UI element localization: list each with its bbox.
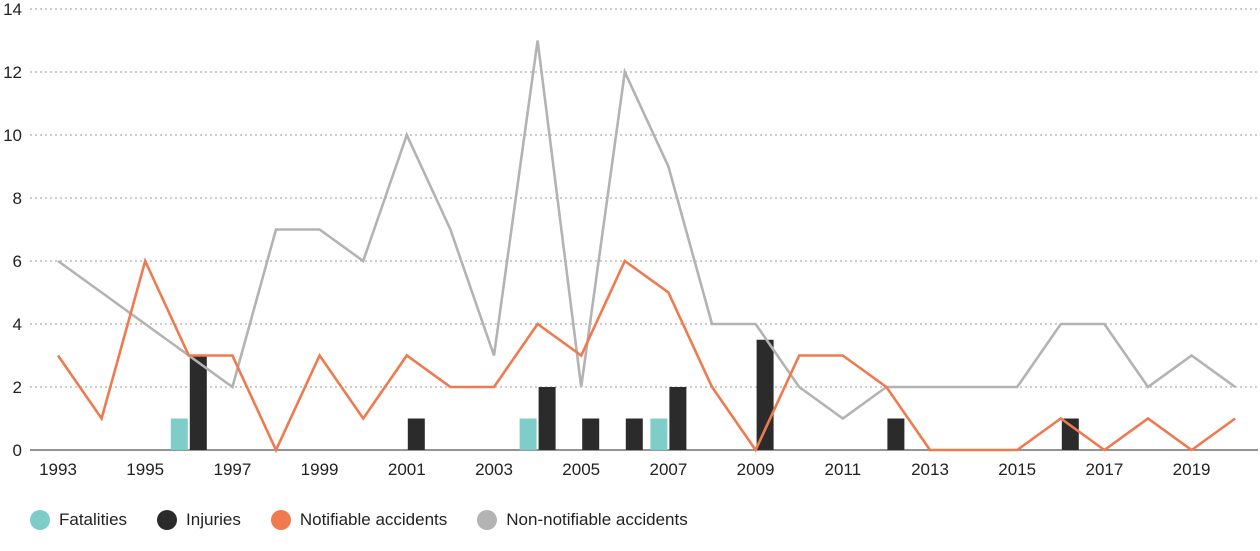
- line-series: [56, 40, 1236, 454]
- bar-injuries: [1061, 418, 1079, 450]
- bar-series: [170, 339, 1079, 450]
- x-tick-label: 2003: [475, 460, 513, 479]
- y-tick-label: 2: [13, 378, 22, 397]
- legend-label-notifiable-accidents: Notifiable accidents: [299, 510, 448, 529]
- y-tick-label: 10: [3, 126, 22, 145]
- legend-label-non-notifiable-accidents: Non-notifiable accidents: [506, 510, 688, 529]
- bar-fatalities: [650, 418, 668, 450]
- x-tick-label: 2009: [737, 460, 775, 479]
- gridlines: [30, 8, 1258, 451]
- bar-injuries: [887, 418, 905, 450]
- bar-injuries: [756, 339, 774, 450]
- bar-fatalities: [519, 418, 537, 450]
- y-tick-label: 4: [13, 315, 22, 334]
- x-tick-label: 2011: [825, 460, 862, 479]
- legend-swatch-non-notifiable-accidents: [477, 510, 498, 530]
- y-tick-label: 12: [3, 63, 22, 82]
- bar-injuries: [625, 418, 643, 450]
- legend-swatch-fatalities: [30, 510, 50, 530]
- bar-injuries: [189, 355, 207, 450]
- x-tick-label: 2005: [562, 460, 600, 479]
- bar-fatalities: [170, 418, 188, 450]
- x-tick-label: 1997: [213, 460, 251, 479]
- legend: Fatalities Injuries Notifiable accidents…: [30, 510, 718, 530]
- x-tick-label: 1995: [126, 460, 164, 479]
- x-tick-label: 2015: [998, 460, 1036, 479]
- bar-injuries: [407, 418, 425, 450]
- line-non-notifiable-accidents: [57, 40, 1236, 421]
- legend-item-notifiable-accidents: Notifiable accidents: [270, 510, 448, 530]
- x-tick-label: 2001: [388, 460, 426, 479]
- bar-injuries: [538, 387, 556, 450]
- x-tick-label: 2013: [911, 460, 949, 479]
- legend-label-injuries: Injuries: [186, 510, 241, 529]
- y-axis-tick-labels: 0 2 4 6 8 10 12 14: [3, 0, 22, 460]
- legend-swatch-notifiable-accidents: [270, 510, 291, 530]
- x-tick-label: 1999: [301, 460, 339, 479]
- legend-item-non-notifiable-accidents: Non-notifiable accidents: [477, 510, 688, 530]
- bar-injuries: [582, 418, 600, 450]
- legend-swatch-injuries: [157, 510, 178, 530]
- x-tick-label: 1993: [39, 460, 77, 479]
- x-tick-label: 2017: [1085, 460, 1123, 479]
- bar-injuries: [669, 387, 687, 450]
- x-tick-label: 2019: [1173, 460, 1211, 479]
- y-tick-label: 0: [13, 441, 22, 460]
- legend-label-fatalities: Fatalities: [59, 510, 128, 529]
- legend-item-injuries: Injuries: [157, 510, 241, 530]
- y-tick-label: 14: [3, 0, 22, 19]
- accidents-chart: 0 2 4 6 8 10 12 14 1993 1995 1997 1999 2001 2003 2005…: [3, 0, 1258, 479]
- legend-item-fatalities: Fatalities: [30, 510, 127, 530]
- y-tick-label: 6: [13, 252, 22, 271]
- x-tick-label: 2007: [649, 460, 687, 479]
- x-axis-tick-labels: 1993 1995 1997 1999 2001 2003 2005 2007 2009 2011…: [39, 460, 1210, 479]
- line-notifiable-accidents: [56, 257, 1236, 454]
- y-tick-label: 8: [13, 189, 22, 208]
